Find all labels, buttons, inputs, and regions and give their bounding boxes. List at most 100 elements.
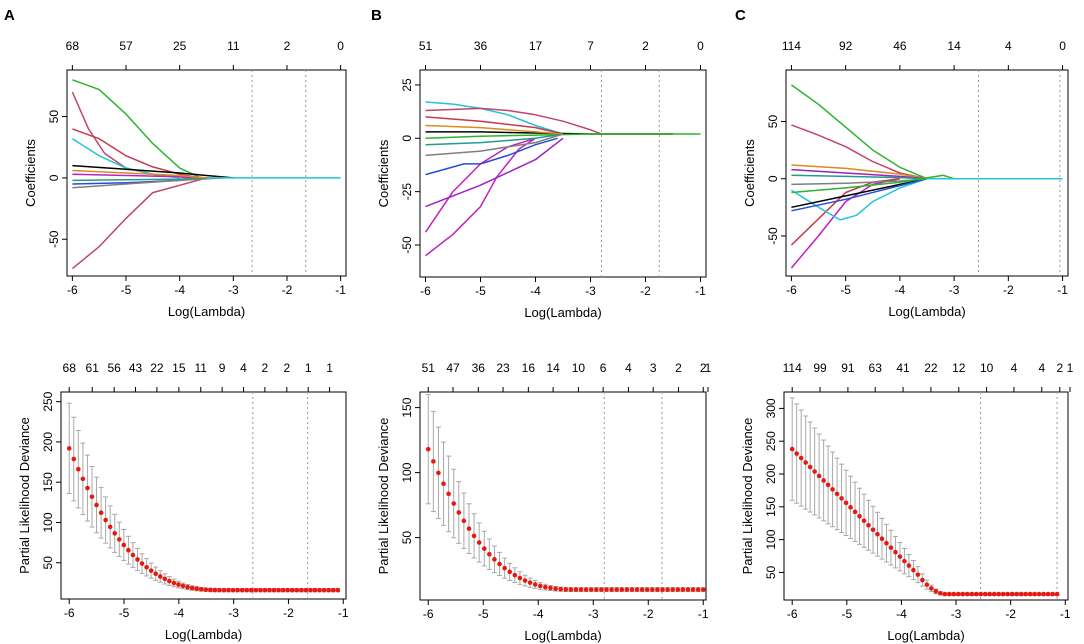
cv-mean-point — [116, 537, 122, 542]
top-axis-count-label: 36 — [474, 39, 488, 53]
top-axis-count-label: 61 — [86, 361, 100, 375]
cv-mean-point — [299, 587, 304, 593]
top-axis-count-label: 25 — [173, 39, 187, 53]
cv-mean-point — [1050, 591, 1055, 597]
cv-mean-point — [289, 587, 295, 593]
plot-data-area — [790, 84, 1063, 269]
cv-mean-point — [594, 587, 599, 592]
cv-mean-point — [599, 587, 604, 592]
top-axis-count-label: 23 — [496, 361, 510, 375]
cv-mean-point — [321, 587, 327, 593]
coefficient-path-rose-low — [71, 177, 207, 270]
top-axis-count-label: 51 — [419, 39, 433, 53]
cv-mean-point — [139, 561, 145, 566]
top-axis-count-label: 1 — [1067, 361, 1074, 375]
coefficient-path-orange — [425, 124, 564, 135]
cv-mean-point — [604, 587, 609, 592]
cv-mean-point — [326, 587, 331, 593]
cv-mean-point — [471, 533, 477, 539]
y-tick-label: 25 — [400, 78, 414, 92]
cv-mean-point — [543, 584, 548, 590]
cv-mean-point — [1023, 591, 1028, 597]
cv-mean-point — [135, 557, 140, 562]
cv-mean-point — [446, 491, 451, 497]
top-axis-count-label: 1 — [705, 361, 712, 375]
cv-mean-point — [148, 568, 154, 573]
cv-mean-point — [80, 476, 86, 482]
y-tick-label: 0 — [47, 174, 61, 181]
x-tick-label: -6 — [423, 607, 434, 621]
x-tick-label: -6 — [67, 283, 78, 297]
cv-mean-point — [85, 485, 90, 491]
top-axis-count-label: 2 — [700, 361, 707, 375]
cv-mean-point — [857, 514, 862, 519]
coefficient-path-cyan — [425, 101, 564, 135]
coefficient-path-blue — [791, 177, 928, 212]
cv-mean-point — [960, 591, 966, 597]
top-axis-count-label: 114 — [782, 39, 801, 53]
coefficient-path-green — [790, 84, 928, 180]
cv-mean-point — [888, 545, 894, 550]
cv-mean-point — [1014, 591, 1019, 597]
cv-mean-point — [198, 586, 204, 592]
cv-mean-point — [94, 502, 99, 508]
plot-data-area — [425, 394, 706, 593]
cv-mean-point — [578, 587, 584, 592]
x-tick-label: -5 — [121, 283, 132, 297]
x-axis-title: Log(Lambda) — [887, 628, 964, 643]
y-tick-label: -50 — [47, 230, 61, 248]
y-axis-title: Partial Likelihood Deviance — [740, 418, 755, 575]
x-tick-label: -4 — [174, 606, 185, 620]
top-axis-count-label: 92 — [839, 39, 853, 53]
cv-mean-point — [502, 565, 507, 571]
cv-mean-point — [690, 587, 696, 592]
top-axis-count-label: 14 — [546, 361, 560, 375]
y-tick-label: 300 — [764, 398, 778, 418]
cv-mean-point — [639, 587, 645, 592]
cv-mean-point — [685, 587, 691, 592]
x-tick-label: -6 — [786, 283, 797, 297]
cv-mean-point — [929, 586, 934, 591]
top-axis-count-label: 14 — [947, 39, 961, 53]
cv-mean-point — [634, 587, 640, 592]
y-tick-label: -50 — [400, 236, 414, 254]
coefficient-path-grey — [72, 177, 223, 189]
coefficient-path-green — [72, 79, 202, 179]
cv-mean-point — [244, 587, 250, 593]
cv-mean-point — [902, 558, 907, 564]
x-tick-label: -1 — [338, 606, 349, 620]
x-tick-label: -3 — [949, 283, 960, 297]
cv-mean-point — [655, 587, 660, 592]
x-tick-label: -4 — [533, 607, 544, 621]
top-axis-count-label: 0 — [337, 39, 344, 53]
top-axis-count-label: 12 — [952, 361, 966, 375]
x-tick-label: -3 — [585, 284, 596, 298]
cv-mean-point — [185, 584, 190, 590]
top-axis-count-label: 63 — [869, 361, 883, 375]
y-tick-label: 100 — [400, 462, 414, 482]
top-axis-count-label: 2 — [284, 39, 291, 53]
cv-mean-point — [189, 585, 195, 591]
x-tick-label: -6 — [64, 606, 75, 620]
plot-frame — [66, 69, 347, 277]
cv-mean-point — [153, 571, 159, 577]
cv-mean-point — [583, 587, 589, 592]
cv-mean-point — [66, 446, 72, 451]
cv-mean-point — [208, 587, 213, 593]
top-axis-count-label: 91 — [841, 361, 855, 375]
cv-mean-point — [492, 557, 497, 562]
x-tick-label: -3 — [588, 607, 599, 621]
cv-mean-point — [665, 587, 670, 592]
cv-mean-point — [893, 549, 898, 555]
cv-mean-point — [267, 587, 272, 593]
top-axis-count-label: 3 — [650, 361, 657, 375]
cv-mean-point — [487, 551, 492, 557]
cv-mean-point — [425, 446, 431, 452]
top-axis-count-label: 56 — [107, 361, 121, 375]
panel-letter-b: B — [371, 7, 382, 24]
x-tick-label: -6 — [787, 607, 798, 621]
x-tick-label: -4 — [896, 607, 907, 621]
cv-mean-point — [951, 591, 957, 597]
